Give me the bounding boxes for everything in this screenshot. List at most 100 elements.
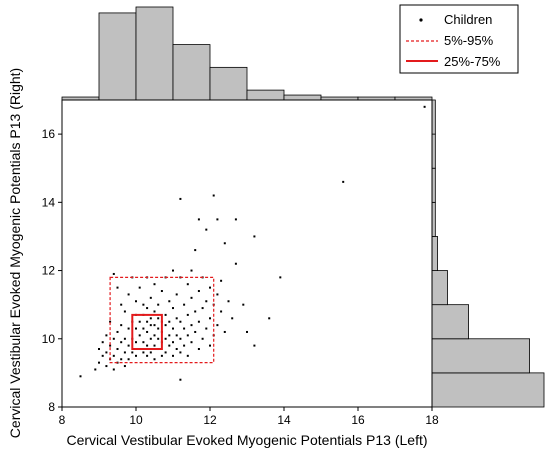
top-histogram-bar bbox=[246, 89, 285, 101]
scatter-point bbox=[164, 337, 167, 340]
scatter-point bbox=[179, 197, 182, 200]
scatter-point bbox=[179, 320, 182, 323]
scatter-point bbox=[123, 365, 126, 368]
plot-frame bbox=[61, 99, 433, 408]
scatter-point bbox=[186, 334, 189, 337]
scatter-point bbox=[172, 327, 174, 330]
y-tick-label: 14 bbox=[42, 195, 56, 209]
scatter-point bbox=[179, 337, 182, 340]
scatter-point bbox=[205, 327, 208, 330]
scatter-point bbox=[186, 283, 189, 286]
y-tick-label: 10 bbox=[42, 332, 56, 346]
box-25-75 bbox=[131, 313, 163, 351]
scatter-point bbox=[135, 327, 137, 330]
scatter-point bbox=[127, 327, 130, 330]
top-histogram bbox=[61, 6, 433, 101]
scatter-point bbox=[209, 344, 211, 347]
right-histogram-bar bbox=[431, 338, 530, 374]
legend-children-label: Children bbox=[444, 12, 492, 27]
scatter-point bbox=[123, 337, 126, 340]
scatter-point bbox=[94, 368, 97, 371]
scatter-point bbox=[234, 218, 237, 221]
scatter-point bbox=[127, 293, 130, 296]
scatter-point bbox=[231, 317, 234, 320]
scatter-point bbox=[242, 303, 245, 306]
scatter-point bbox=[179, 351, 182, 354]
scatter-point bbox=[160, 290, 163, 293]
scatter-point bbox=[164, 324, 167, 327]
scatter-point bbox=[160, 354, 163, 357]
x-tick-label: 14 bbox=[277, 413, 291, 427]
scatter-point bbox=[209, 317, 211, 320]
scatter-point bbox=[223, 330, 226, 333]
scatter-point bbox=[120, 303, 123, 306]
scatter-point bbox=[120, 324, 123, 327]
scatter-point bbox=[146, 320, 149, 323]
scatter-point bbox=[220, 310, 223, 313]
scatter-point bbox=[253, 235, 256, 238]
percentile-boxes bbox=[109, 276, 215, 364]
scatter-point bbox=[168, 344, 171, 347]
x-tick-label: 10 bbox=[129, 413, 143, 427]
scatter-point bbox=[179, 378, 182, 381]
scatter-point bbox=[116, 330, 119, 333]
top-histogram-bar bbox=[135, 6, 174, 101]
scatter-point bbox=[149, 337, 152, 340]
scatter-point bbox=[216, 324, 219, 327]
scatter-point bbox=[101, 354, 104, 357]
legend: Children 5%-95% 25%-75% bbox=[399, 4, 519, 74]
scatter-point bbox=[190, 324, 193, 327]
scatter-point bbox=[223, 242, 226, 245]
scatter-point bbox=[116, 348, 119, 351]
scatter-point bbox=[153, 324, 156, 327]
scatter-point bbox=[98, 348, 100, 351]
scatter-point bbox=[190, 269, 193, 272]
right-histogram-bar bbox=[431, 270, 448, 306]
right-histogram bbox=[431, 99, 545, 408]
scatter-point bbox=[183, 303, 186, 306]
scatter-point bbox=[138, 334, 141, 337]
scatter-point bbox=[138, 286, 141, 289]
scatter-point bbox=[172, 269, 174, 272]
scatter-point bbox=[112, 337, 115, 340]
scatter-point bbox=[105, 365, 108, 368]
scatter-point bbox=[168, 300, 171, 303]
y-axis-label: Cervical Vestibular Evoked Myogenic Pote… bbox=[7, 68, 23, 438]
scatter-point bbox=[105, 334, 108, 337]
scatter-point bbox=[146, 354, 149, 357]
scatter-point bbox=[157, 303, 160, 306]
scatter-point bbox=[109, 344, 112, 347]
scatter-point bbox=[79, 375, 82, 378]
x-axis-ticks: 8 10 12 14 16 18 bbox=[59, 407, 439, 427]
scatter-point bbox=[142, 341, 145, 344]
scatter-point bbox=[175, 348, 178, 351]
scatter-point bbox=[342, 180, 345, 183]
box-5-95 bbox=[109, 276, 215, 364]
right-histogram-bar bbox=[431, 372, 545, 408]
scatter-point bbox=[153, 283, 156, 286]
scatter-point bbox=[157, 327, 160, 330]
scatter-point bbox=[123, 310, 126, 313]
scatter-point bbox=[146, 330, 149, 333]
scatter-point bbox=[153, 310, 156, 313]
scatter-point bbox=[168, 334, 171, 337]
scatter-point bbox=[149, 317, 152, 320]
scatter-point bbox=[101, 341, 104, 344]
scatter-point bbox=[112, 272, 115, 275]
scatter-point bbox=[149, 296, 152, 299]
scatter-point bbox=[279, 276, 282, 279]
scatter-point bbox=[220, 279, 223, 282]
scatter-point bbox=[246, 330, 248, 333]
scatter-point bbox=[98, 361, 100, 364]
x-tick-label: 16 bbox=[351, 413, 365, 427]
scatter-point bbox=[197, 320, 200, 323]
y-tick-label: 8 bbox=[48, 400, 55, 414]
scatter-point bbox=[112, 368, 115, 371]
scatter-point bbox=[194, 249, 197, 252]
scatter-point bbox=[227, 300, 230, 303]
scatter-point bbox=[138, 320, 141, 323]
scatter-point bbox=[109, 320, 112, 323]
scatter-point bbox=[183, 327, 186, 330]
legend-25-75-label: 25%-75% bbox=[444, 54, 501, 69]
